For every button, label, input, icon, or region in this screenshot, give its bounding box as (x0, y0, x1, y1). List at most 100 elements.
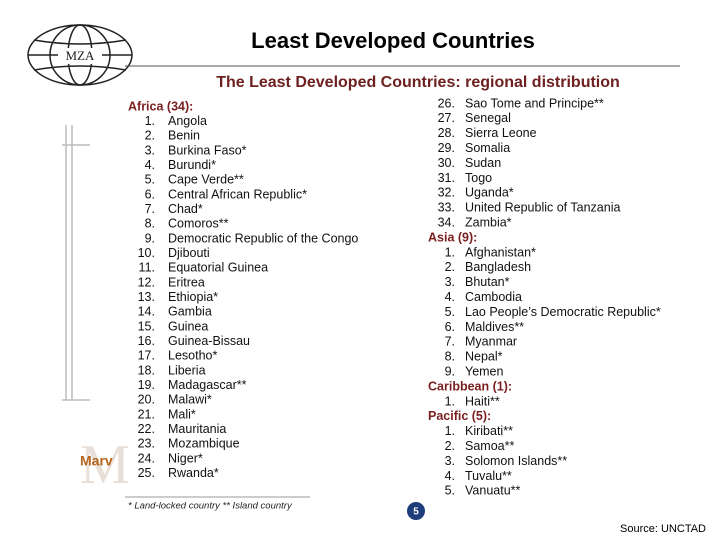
item-number: 5. (445, 484, 455, 498)
item-number: 25. (138, 466, 155, 480)
item-number: 31. (438, 171, 455, 185)
country-name: Uganda* (465, 186, 514, 200)
country-name: Malawi* (168, 393, 212, 407)
country-name: Rwanda* (168, 466, 219, 480)
country-name: Equatorial Guinea (168, 261, 268, 275)
watermark-m: M (80, 434, 130, 496)
item-number: 5. (445, 305, 455, 319)
country-name: Nepal* (465, 350, 503, 364)
country-name: Maldives** (465, 320, 524, 334)
item-number: 33. (438, 201, 455, 215)
item-number: 9. (145, 231, 155, 245)
item-number: 10. (138, 246, 155, 260)
region-heading: Africa (34): (128, 99, 193, 113)
logo-text: MZA (66, 48, 96, 63)
country-name: Cape Verde** (168, 173, 244, 187)
country-name: Sierra Leone (465, 126, 537, 140)
country-name: Cambodia (465, 290, 522, 304)
country-name: Guinea (168, 319, 208, 333)
item-number: 34. (438, 215, 455, 229)
footnote: * Land-locked country ** Island country (128, 501, 293, 512)
item-number: 2. (445, 439, 455, 453)
item-number: 2. (145, 129, 155, 143)
country-name: Senegal (465, 111, 511, 125)
country-name: Lao People’s Democratic Republic* (465, 305, 661, 319)
item-number: 5. (145, 173, 155, 187)
item-number: 18. (138, 363, 155, 377)
country-name: Somalia (465, 141, 510, 155)
item-number: 1. (445, 424, 455, 438)
item-number: 2. (445, 260, 455, 274)
subtitle: The Least Developed Countries: regional … (216, 74, 620, 91)
country-name: Benin (168, 129, 200, 143)
item-number: 29. (438, 141, 455, 155)
country-name: Mauritania (168, 422, 226, 436)
country-name: Chad* (168, 202, 203, 216)
item-number: 22. (138, 422, 155, 436)
item-number: 8. (445, 350, 455, 364)
country-name: Zambia* (465, 215, 512, 229)
item-number: 13. (138, 290, 155, 304)
country-name: Gambia (168, 305, 212, 319)
country-name: Djibouti (168, 246, 210, 260)
country-name: Solomon Islands** (465, 454, 567, 468)
country-name: Togo (465, 171, 492, 185)
region-heading: Pacific (5): (428, 409, 491, 423)
country-name: Sao Tome and Principe** (465, 96, 604, 110)
country-name: Liberia (168, 363, 206, 377)
item-number: 1. (445, 245, 455, 259)
item-number: 6. (145, 187, 155, 201)
item-number: 6. (445, 320, 455, 334)
country-name: Lesotho* (168, 349, 217, 363)
item-number: 14. (138, 305, 155, 319)
page-badge (407, 502, 425, 520)
country-name: Guinea-Bissau (168, 334, 250, 348)
item-number: 28. (438, 126, 455, 140)
country-name: United Republic of Tanzania (465, 201, 620, 215)
region-heading: Caribbean (1): (428, 379, 512, 393)
item-number: 8. (145, 217, 155, 231)
country-name: Mozambique (168, 437, 240, 451)
item-number: 32. (438, 186, 455, 200)
source: Source: UNCTAD (620, 523, 706, 535)
watermark: Marv (80, 453, 113, 469)
country-name: Samoa** (465, 439, 514, 453)
decoration (62, 125, 90, 401)
country-name: Yemen (465, 364, 504, 378)
item-number: 3. (445, 454, 455, 468)
country-name: Bhutan* (465, 275, 510, 289)
country-name: Kiribati** (465, 424, 513, 438)
item-number: 26. (438, 96, 455, 110)
item-number: 4. (445, 290, 455, 304)
item-number: 30. (438, 156, 455, 170)
item-number: 23. (138, 437, 155, 451)
item-number: 15. (138, 319, 155, 333)
country-name: Central African Republic* (168, 187, 307, 201)
country-name: Niger* (168, 451, 203, 465)
item-number: 1. (445, 394, 455, 408)
item-number: 7. (445, 335, 455, 349)
item-number: 17. (138, 349, 155, 363)
item-number: 9. (445, 364, 455, 378)
country-name: Madagascar** (168, 378, 247, 392)
logo-box (58, 48, 102, 64)
country-name: Afghanistan* (465, 245, 536, 259)
country-name: Haiti** (465, 394, 500, 408)
item-number: 20. (138, 393, 155, 407)
country-name: Ethiopia* (168, 290, 218, 304)
country-name: Angola (168, 114, 207, 128)
country-name: Tuvalu** (465, 469, 512, 483)
country-name: Comoros** (168, 217, 229, 231)
item-number: 24. (138, 451, 155, 465)
country-name: Democratic Republic of the Congo (168, 231, 358, 245)
country-name: Mali* (168, 407, 196, 421)
item-number: 1. (145, 114, 155, 128)
item-number: 21. (138, 407, 155, 421)
item-number: 3. (145, 143, 155, 157)
country-name: Burundi* (168, 158, 216, 172)
item-number: 4. (445, 469, 455, 483)
item-number: 19. (138, 378, 155, 392)
country-name: Bangladesh (465, 260, 531, 274)
